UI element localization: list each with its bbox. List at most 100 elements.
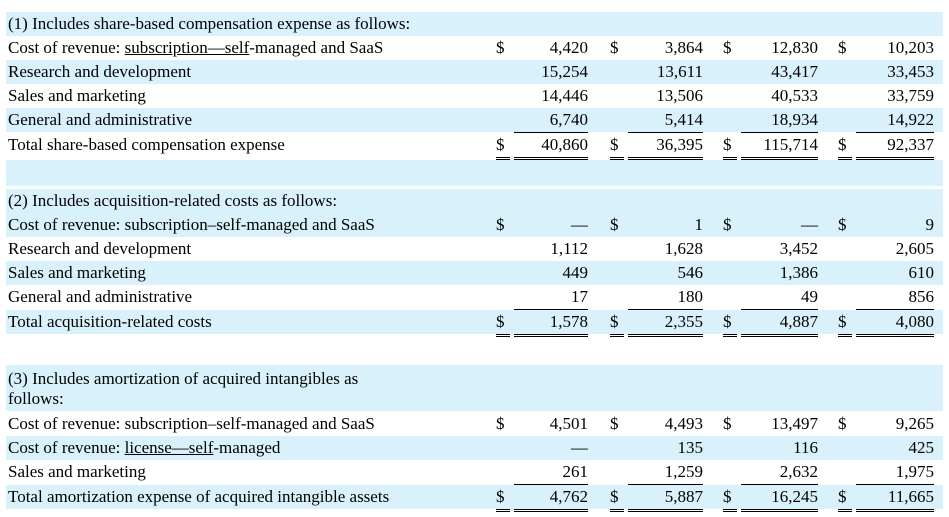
value-cell: 15,254 <box>541 62 588 81</box>
value-cell: 17 <box>514 285 588 310</box>
total-row: Total amortization expense of acquired i… <box>6 485 943 512</box>
table-row: General and administrative 17 180 49 856 <box>6 285 943 310</box>
row-label: Total acquisition-related costs <box>8 312 212 331</box>
value-cell: 9 <box>925 215 935 234</box>
value-cell: 18,934 <box>741 108 818 133</box>
total-value-cell: 92,337 <box>856 133 934 160</box>
dollar-sign: $ <box>838 310 852 337</box>
dollar-sign: $ <box>496 310 510 337</box>
value-cell: 449 <box>562 263 589 282</box>
value-cell: — <box>801 215 818 234</box>
dollar-sign: $ <box>610 215 619 234</box>
value-cell: 4,501 <box>549 414 588 433</box>
dollar-sign: $ <box>838 414 847 433</box>
dollar-sign: $ <box>723 38 732 57</box>
label-underlined-text: license—self <box>124 438 214 457</box>
dollar-sign: $ <box>723 310 737 337</box>
row-label: Cost of revenue: license—self-managed <box>8 436 280 460</box>
table-row: Sales and marketing 14,446 13,506 40,533… <box>6 84 943 108</box>
total-value-cell: 1,578 <box>514 310 588 337</box>
table-row: Cost of revenue: subscription—self-manag… <box>6 36 943 60</box>
value-cell: 33,759 <box>887 86 934 105</box>
value-cell: 33,453 <box>887 62 934 81</box>
total-value-cell: 40,860 <box>514 133 588 160</box>
dollar-sign: $ <box>610 133 624 160</box>
row-label: Research and development <box>8 239 192 258</box>
row-label: Research and development <box>8 62 192 81</box>
value-cell: 12,830 <box>771 38 818 57</box>
value-cell: 4,420 <box>549 38 588 57</box>
dollar-sign: $ <box>610 414 619 433</box>
section1-heading-row: (1) Includes share-based compensation ex… <box>6 12 943 36</box>
value-cell: 2,632 <box>741 460 818 485</box>
value-cell: 1 <box>694 215 704 234</box>
value-cell: 14,446 <box>541 86 588 105</box>
value-cell: 5,414 <box>628 108 703 133</box>
value-cell: 6,740 <box>514 108 588 133</box>
row-label: Total amortization expense of acquired i… <box>8 487 390 506</box>
dollar-sign: $ <box>610 38 619 57</box>
dollar-sign: $ <box>838 38 847 57</box>
dollar-sign: $ <box>496 485 510 512</box>
total-row: Total acquisition-related costs $ 1,578 … <box>6 310 943 337</box>
label-underlined-text: subscription—self <box>124 38 250 57</box>
value-cell: 2,605 <box>895 239 934 258</box>
value-cell: — <box>571 215 588 234</box>
section2-heading: (2) Includes acquisition-related costs a… <box>8 191 338 210</box>
value-cell: 43,417 <box>771 62 818 81</box>
total-value-cell: 2,355 <box>628 310 703 337</box>
dollar-sign: $ <box>723 485 737 512</box>
dollar-sign: $ <box>723 215 732 234</box>
spacer-row <box>6 160 943 186</box>
dollar-sign: $ <box>838 485 852 512</box>
table-row: Cost of revenue: license—self-managed — … <box>6 436 943 460</box>
value-cell: 425 <box>908 438 935 457</box>
value-cell: 1,112 <box>550 239 588 258</box>
dollar-sign: $ <box>496 215 505 234</box>
section2-heading-row: (2) Includes acquisition-related costs a… <box>6 189 943 213</box>
total-value-cell: 4,762 <box>514 485 588 512</box>
value-cell: 13,497 <box>771 414 818 433</box>
value-cell: 261 <box>514 460 588 485</box>
value-cell: 13,506 <box>656 86 703 105</box>
value-cell: 116 <box>793 438 818 457</box>
value-cell: 9,265 <box>895 414 934 433</box>
value-cell: 3,452 <box>779 239 818 258</box>
label-text: -managed <box>213 438 281 457</box>
row-label: Total share-based compensation expense <box>8 135 285 154</box>
dollar-sign: $ <box>723 414 732 433</box>
table-row: Cost of revenue: subscription–self-manag… <box>6 213 943 237</box>
value-cell: 180 <box>628 285 703 310</box>
total-value-cell: 5,887 <box>628 485 703 512</box>
label-text: Cost of revenue: <box>8 438 125 457</box>
label-text: -managed and SaaS <box>249 38 384 57</box>
table-row: Cost of revenue: subscription–self-manag… <box>6 412 943 436</box>
value-cell: 1,386 <box>779 263 818 282</box>
value-cell: 40,533 <box>771 86 818 105</box>
label-text: Cost of revenue: <box>8 38 125 57</box>
row-label: Sales and marketing <box>8 462 146 481</box>
total-row: Total share-based compensation expense $… <box>6 133 943 160</box>
table-row: Research and development 15,254 13,611 4… <box>6 60 943 84</box>
table-row: Sales and marketing 449 546 1,386 610 <box>6 261 943 285</box>
section3-heading-continued: follows: <box>8 389 64 408</box>
value-cell: 1,975 <box>856 460 934 485</box>
table-row: Research and development 1,112 1,628 3,4… <box>6 237 943 261</box>
row-label: General and administrative <box>8 287 193 306</box>
value-cell: 135 <box>677 438 704 457</box>
table-row: Sales and marketing 261 1,259 2,632 1,97… <box>6 460 943 485</box>
value-cell: 4,493 <box>664 414 703 433</box>
dollar-sign: $ <box>610 485 624 512</box>
dollar-sign: $ <box>610 310 624 337</box>
row-label: Cost of revenue: subscription–self-manag… <box>8 215 375 234</box>
value-cell: 10,203 <box>887 38 934 57</box>
value-cell: 856 <box>856 285 934 310</box>
value-cell: 13,611 <box>656 62 703 81</box>
total-value-cell: 16,245 <box>741 485 818 512</box>
total-value-cell: 11,665 <box>856 485 934 512</box>
value-cell: 1,259 <box>628 460 703 485</box>
dollar-sign: $ <box>496 133 510 160</box>
total-value-cell: 115,714 <box>741 133 818 160</box>
value-cell: 3,864 <box>664 38 703 57</box>
